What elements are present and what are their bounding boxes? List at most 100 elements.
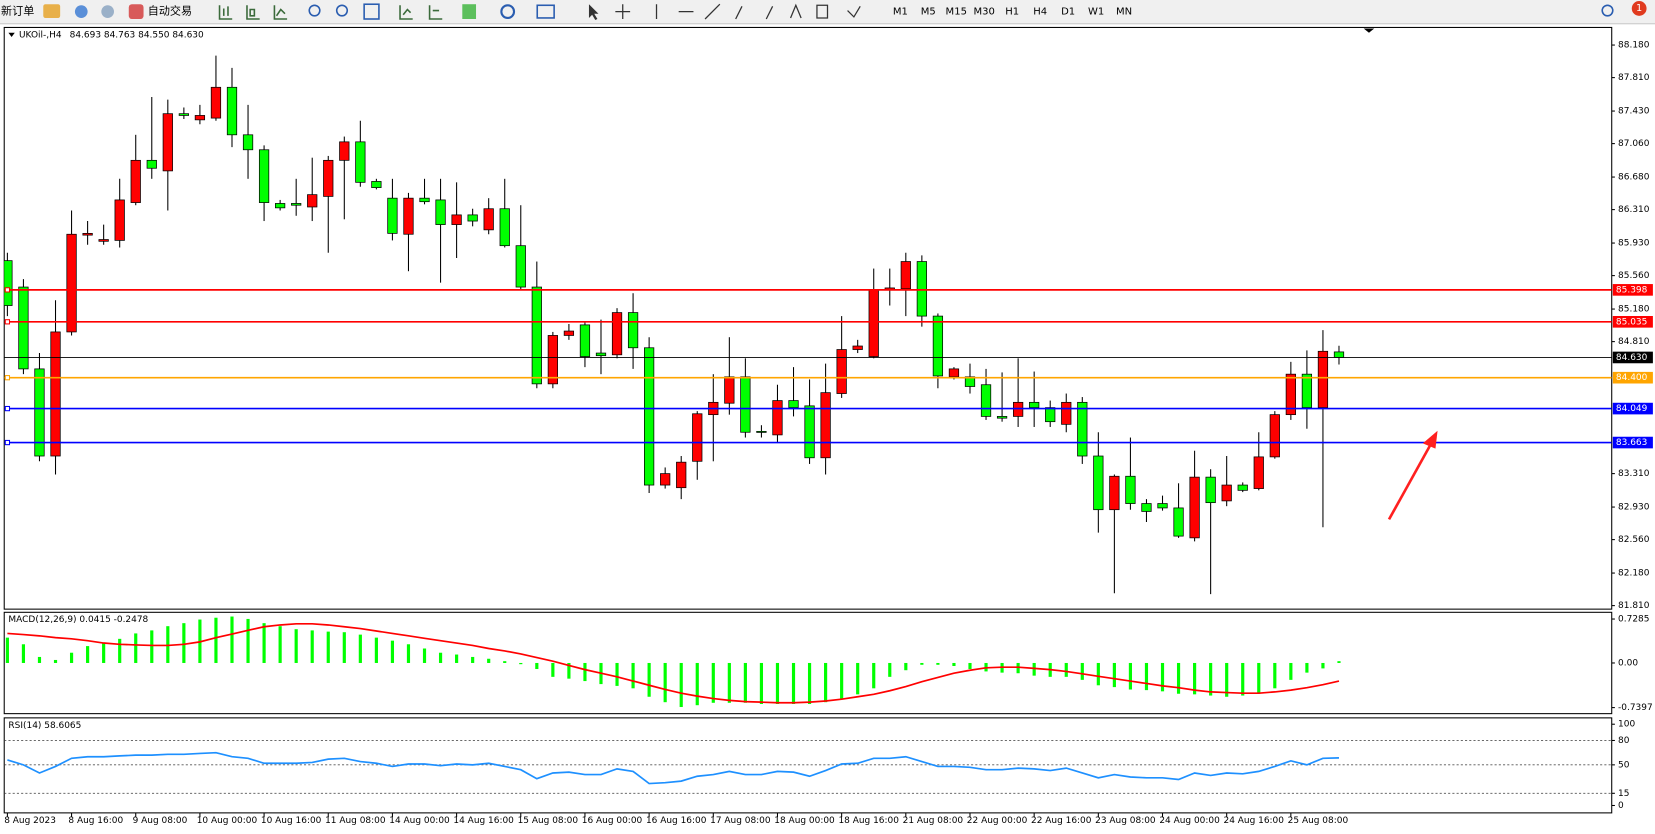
- macd-bar: [487, 658, 491, 663]
- icon[interactable]: [101, 5, 114, 18]
- timeframe-button[interactable]: D1: [1061, 7, 1075, 18]
- auto-trading-button[interactable]: 自动交易: [148, 4, 192, 18]
- icon[interactable]: [218, 5, 233, 20]
- macd-bar: [1289, 662, 1293, 680]
- candle-body: [435, 199, 446, 225]
- x-tick-label: 24 Aug 00:00: [1159, 816, 1220, 826]
- cursor-tool[interactable]: [588, 4, 599, 21]
- y-tick-label: 0.7285: [1618, 615, 1649, 625]
- candle-body: [323, 159, 334, 197]
- icon[interactable]: [74, 5, 88, 18]
- timeframe-button[interactable]: H4: [1033, 7, 1047, 18]
- level-anchor: [4, 405, 11, 412]
- candle-body: [451, 214, 462, 225]
- rsi-plot: [4, 740, 1612, 794]
- timeframe-button[interactable]: H1: [1005, 7, 1019, 18]
- chart-tools[interactable]: [399, 5, 443, 20]
- level-label-box: [1612, 316, 1653, 328]
- y-tick-label: 83.310: [1618, 469, 1650, 479]
- tile-windows[interactable]: [363, 3, 380, 20]
- new-order-button[interactable]: 新订单: [1, 4, 34, 18]
- candle-body: [804, 405, 815, 459]
- icon[interactable]: [43, 4, 61, 18]
- x-tick-label: 16 Aug 00:00: [582, 816, 643, 826]
- candle-body: [1093, 455, 1104, 511]
- annotation-arrow: [1387, 442, 1433, 521]
- x-tick-label: 22 Aug 00:00: [967, 816, 1028, 826]
- candle-body: [692, 413, 703, 462]
- timeframe-button[interactable]: M1: [893, 7, 908, 18]
- macd-bar: [422, 648, 427, 663]
- candle-body: [740, 376, 751, 433]
- y-tick-label: 100: [1618, 720, 1635, 730]
- candle-body: [676, 461, 687, 489]
- y-tick-label: 85.180: [1618, 305, 1650, 315]
- candle-body: [868, 289, 879, 357]
- x-tick-label: 25 Aug 08:00: [1288, 816, 1349, 826]
- macd-bar: [711, 662, 715, 703]
- level-anchor: [4, 319, 11, 325]
- drawing-tools[interactable]: [615, 3, 861, 20]
- rsi-panel: [3, 717, 1613, 814]
- macd-bar: [53, 659, 58, 663]
- timeframe-button[interactable]: W1: [1088, 7, 1104, 18]
- zoom-in[interactable]: [308, 4, 321, 17]
- candle-body: [980, 384, 992, 417]
- macd-bar: [1144, 662, 1149, 691]
- macd-bar: [1337, 661, 1341, 663]
- macd-bar: [246, 618, 250, 663]
- periods-button[interactable]: [500, 4, 516, 20]
- x-tick-label: 16 Aug 16:00: [646, 816, 707, 826]
- chart-shift-marker: [1363, 28, 1375, 33]
- candle-body: [595, 352, 607, 357]
- macd-bar: [968, 662, 972, 670]
- candle-body: [820, 392, 831, 459]
- candle-body: [403, 197, 414, 235]
- candle-body: [291, 203, 302, 206]
- candle-body: [483, 208, 494, 231]
- x-tick-label: 10 Aug 00:00: [197, 816, 258, 826]
- macd-bar: [1176, 662, 1181, 694]
- macd-bar: [503, 661, 507, 663]
- macd-bar: [567, 662, 571, 679]
- candle-body: [258, 149, 270, 203]
- annotation-arrowhead: [1422, 430, 1438, 449]
- candle-body: [1173, 507, 1184, 537]
- macd-bar: [1112, 662, 1116, 688]
- macd-bar: [1193, 662, 1197, 695]
- macd-bar: [86, 646, 90, 663]
- y-tick-label: 82.560: [1618, 535, 1650, 545]
- x-tick-label: 9 Aug 08:00: [133, 816, 188, 826]
- level-label: 85.398: [1616, 285, 1648, 295]
- x-tick-label: 18 Aug 00:00: [774, 816, 835, 826]
- macd-bar: [679, 662, 683, 708]
- search-icon[interactable]: [1601, 4, 1614, 17]
- timeframe-button[interactable]: M5: [921, 7, 936, 18]
- toolbar-icons: [218, 5, 288, 20]
- candle-body: [756, 431, 767, 433]
- macd-title: MACD(12,26,9) 0.0415 -0.2478: [8, 615, 148, 625]
- level-label: 84.400: [1616, 373, 1648, 383]
- candle-body: [499, 208, 510, 247]
- x-tick-label: 23 Aug 08:00: [1095, 816, 1156, 826]
- timeframe-button[interactable]: M15: [946, 7, 967, 18]
- icon[interactable]: [246, 5, 260, 20]
- timeframe-button[interactable]: M30: [974, 7, 995, 18]
- templates-button[interactable]: [536, 4, 555, 19]
- indicators-button[interactable]: [462, 4, 477, 20]
- icon[interactable]: [273, 5, 288, 20]
- candle-body: [355, 141, 366, 183]
- main-plot: [4, 55, 1612, 595]
- candle-body: [371, 181, 382, 188]
- candle-body: [964, 376, 976, 387]
- x-tick-label: 14 Aug 00:00: [389, 816, 450, 826]
- macd-signal-line: [7, 622, 1340, 704]
- macd-bar: [182, 623, 186, 663]
- x-tick-label: 22 Aug 16:00: [1031, 816, 1092, 826]
- auto-trading-icon[interactable]: [128, 4, 144, 20]
- candle-body: [1221, 484, 1232, 502]
- macd-bar: [807, 662, 812, 704]
- timeframe-button[interactable]: MN: [1116, 7, 1132, 18]
- notification-badge[interactable]: [1631, 1, 1647, 16]
- zoom-out[interactable]: [335, 4, 349, 17]
